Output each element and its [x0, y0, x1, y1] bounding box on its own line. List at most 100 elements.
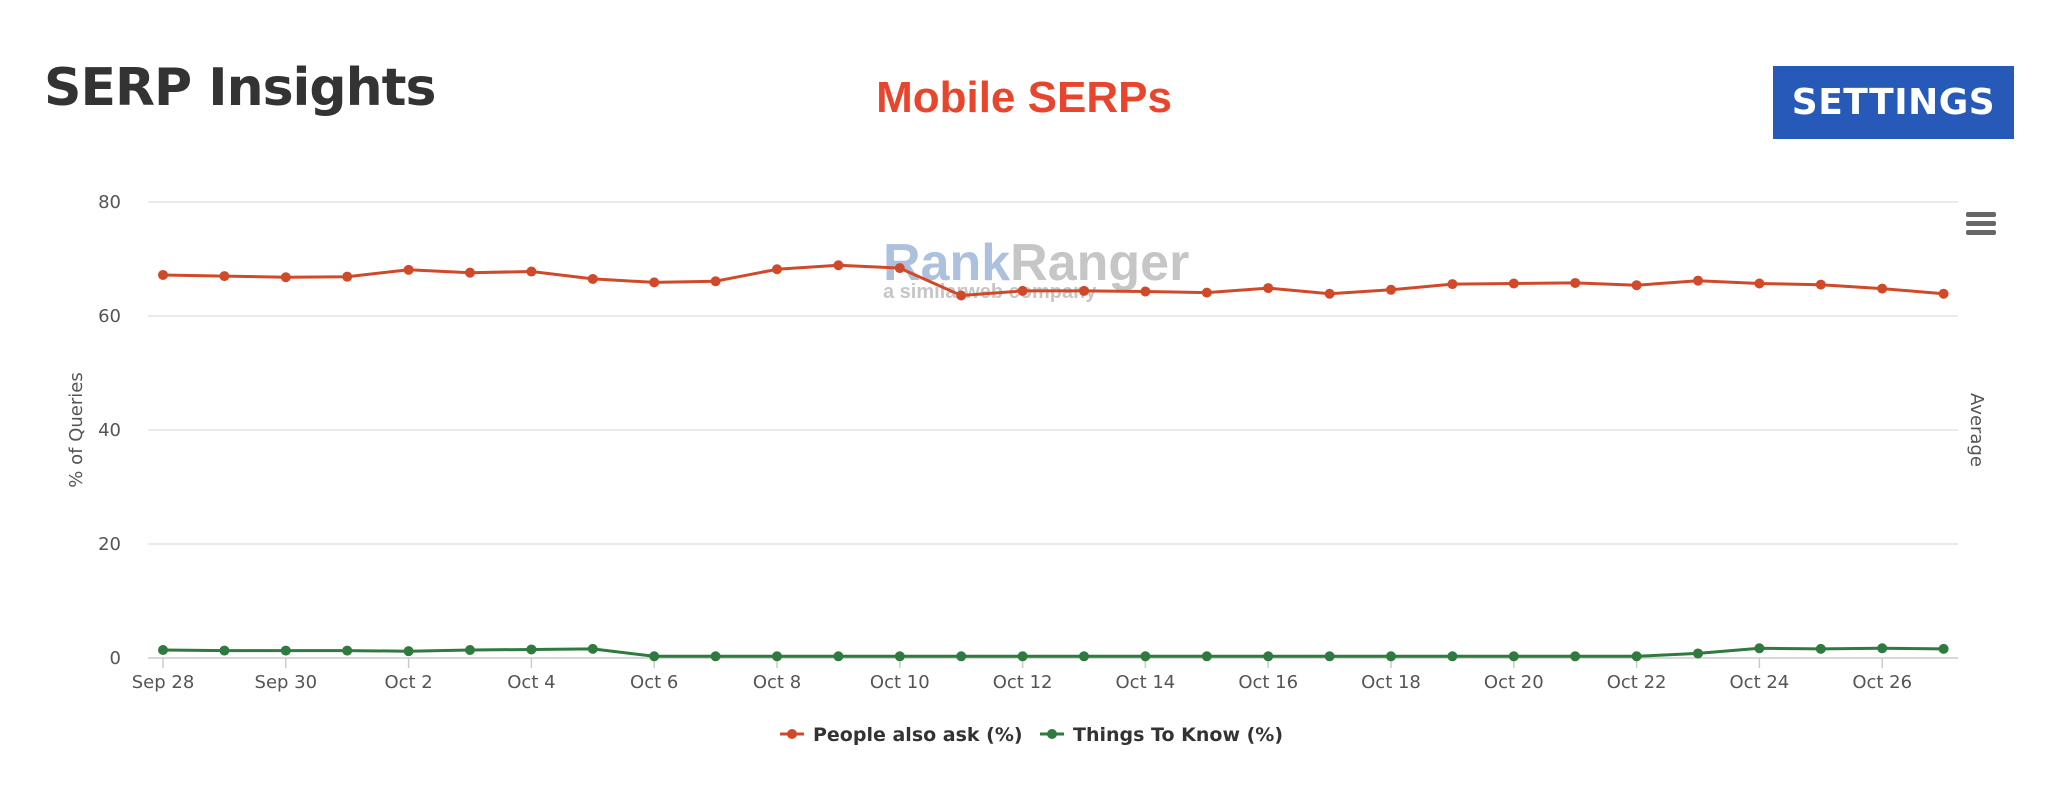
data-point	[1693, 648, 1703, 659]
x-tick-label: Sep 30	[255, 672, 318, 693]
data-point	[1815, 279, 1826, 290]
data-point	[772, 651, 782, 662]
hamburger-menu-icon[interactable]	[1966, 212, 1996, 236]
data-point	[1508, 278, 1519, 289]
data-point	[1324, 651, 1335, 662]
data-point	[1079, 651, 1089, 662]
data-point	[1201, 287, 1212, 298]
data-point	[1140, 286, 1151, 297]
data-point	[1017, 285, 1028, 296]
data-point	[587, 643, 598, 654]
data-point	[280, 272, 291, 283]
y-tick-label: 60	[98, 306, 121, 327]
data-point	[649, 651, 660, 662]
data-point	[710, 276, 721, 287]
series-line	[161, 263, 1946, 297]
x-tick-label: Oct 22	[1607, 672, 1667, 693]
data-point	[649, 277, 660, 288]
x-tick-label: Oct 4	[507, 672, 555, 693]
y-tick-label: 40	[98, 420, 121, 441]
data-point	[1693, 275, 1703, 286]
data-point	[833, 260, 844, 271]
data-point	[1877, 283, 1888, 294]
x-tick-label: Oct 24	[1730, 672, 1790, 693]
data-point	[1263, 283, 1274, 294]
data-point	[158, 269, 168, 280]
data-point	[956, 651, 967, 662]
axes: 0 20 40 60 80 Sep 28 Sep 30 Oct 2 Oct 4 Oct 6 Oct …	[66, 192, 1987, 693]
data-point	[772, 264, 782, 275]
data-point	[403, 646, 414, 657]
y-tick-label: 80	[98, 192, 121, 213]
data-point	[1386, 651, 1396, 662]
watermark-brand-left: Rank	[883, 234, 1010, 292]
x-tick-label: Oct 16	[1238, 672, 1298, 693]
x-tick-label: Oct 12	[993, 672, 1053, 693]
data-point	[894, 651, 905, 662]
data-point	[1754, 278, 1765, 289]
legend-symbol-dot	[787, 729, 797, 739]
data-point	[1017, 651, 1028, 662]
legend-item-things-to-know[interactable]: Things To Know (%)	[1040, 724, 1283, 746]
data-point	[1079, 285, 1089, 296]
data-point	[956, 290, 967, 301]
svg-text:RankRanger: RankRanger	[883, 234, 1189, 292]
legend-label: Things To Know (%)	[1073, 724, 1283, 746]
data-point	[1447, 651, 1458, 662]
data-point	[219, 271, 230, 282]
x-tick-label: Oct 14	[1116, 672, 1176, 693]
x-tick-label: Oct 26	[1852, 672, 1912, 693]
y-tick-label: 20	[98, 534, 121, 555]
grid-lines	[148, 201, 1958, 659]
data-point	[1263, 651, 1274, 662]
x-tick-label: Oct 8	[753, 672, 801, 693]
data-point	[1631, 280, 1642, 291]
data-point	[1754, 643, 1765, 654]
page-title: SERP Insights	[44, 58, 436, 118]
data-point	[1815, 643, 1826, 654]
series-things-to-know	[158, 643, 1949, 662]
x-tick-label: Oct 2	[384, 672, 432, 693]
data-point	[342, 645, 353, 656]
series-line	[161, 646, 1946, 658]
data-point	[833, 651, 844, 662]
data-point	[1631, 651, 1642, 662]
legend-item-people-also-ask[interactable]: People also ask (%)	[780, 724, 1023, 746]
series	[158, 260, 1949, 662]
data-point	[465, 645, 475, 656]
data-point	[158, 645, 168, 656]
x-tick-label: Oct 6	[630, 672, 678, 693]
data-point	[403, 264, 414, 275]
data-point	[587, 273, 598, 284]
watermark-brand-right: Ranger	[1010, 234, 1189, 292]
data-point	[710, 651, 721, 662]
data-point	[342, 271, 353, 282]
data-point	[1140, 651, 1151, 662]
data-point	[280, 645, 291, 656]
right-axis-label: Average	[1966, 393, 1987, 467]
x-tick-label: Oct 18	[1361, 672, 1421, 693]
series-people-also-ask	[158, 260, 1949, 301]
data-point	[894, 263, 905, 274]
data-point	[1570, 651, 1581, 662]
data-point	[1508, 651, 1519, 662]
data-point	[1201, 651, 1212, 662]
settings-button[interactable]: SETTINGS	[1773, 66, 2014, 139]
data-point	[219, 645, 230, 656]
data-point	[526, 644, 537, 655]
data-point	[465, 267, 475, 278]
legend-label: People also ask (%)	[813, 724, 1023, 746]
legend-symbol-dot	[1047, 729, 1057, 739]
y-axis-label: % of Queries	[66, 372, 87, 487]
x-tick-label: Oct 20	[1484, 672, 1544, 693]
data-point	[526, 266, 537, 277]
legend[interactable]: People also ask (%) Things To Know (%)	[780, 724, 1283, 746]
data-point	[1570, 277, 1581, 288]
data-point	[1938, 643, 1949, 654]
data-point	[1447, 279, 1458, 290]
data-point	[1386, 284, 1396, 295]
data-point	[1877, 643, 1888, 654]
data-point	[1938, 288, 1949, 299]
x-tick-label: Oct 10	[870, 672, 930, 693]
